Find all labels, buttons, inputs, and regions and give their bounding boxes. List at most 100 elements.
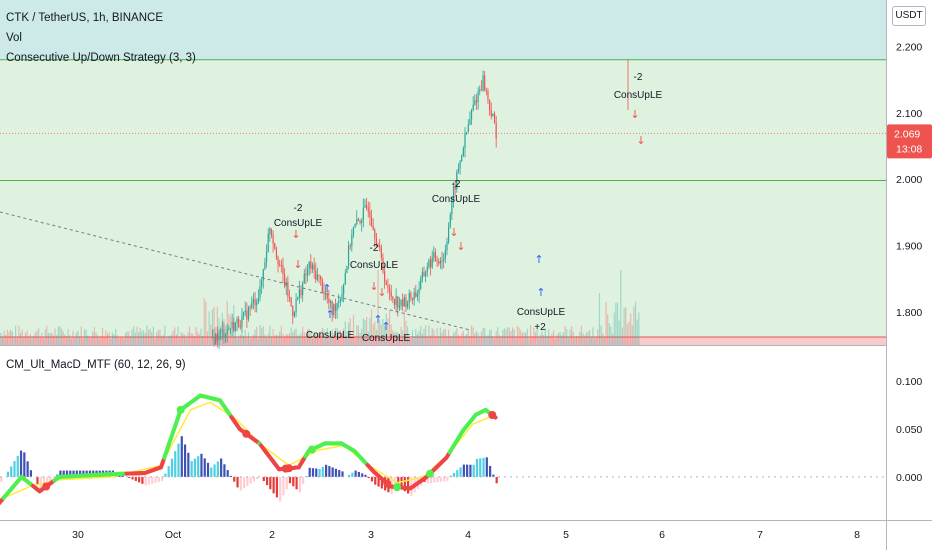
volume-bar bbox=[393, 332, 396, 345]
histogram-bar bbox=[200, 453, 203, 477]
time-tick-label: 8 bbox=[854, 529, 860, 541]
candle bbox=[223, 329, 225, 338]
volume-bar bbox=[70, 338, 72, 345]
volume-bar bbox=[216, 307, 218, 345]
candle bbox=[247, 307, 250, 320]
volume-bar bbox=[157, 329, 159, 345]
symbol-title[interactable]: CTK / TetherUS, 1h, BINANCE bbox=[6, 12, 164, 24]
signal-count-label: -2 bbox=[634, 72, 643, 83]
volume-bar bbox=[206, 331, 209, 345]
volume-bar bbox=[595, 337, 597, 345]
histogram-bar bbox=[236, 476, 239, 488]
histogram-bar bbox=[220, 458, 223, 477]
volume-bar bbox=[320, 331, 322, 345]
volume-bar bbox=[198, 334, 200, 345]
volume-bar bbox=[60, 328, 63, 345]
volume-bar bbox=[567, 338, 569, 345]
histogram-bar bbox=[243, 476, 246, 489]
volume-bar bbox=[480, 331, 482, 345]
volume-bar bbox=[282, 334, 284, 345]
histogram-bar bbox=[364, 474, 367, 477]
histogram-bar bbox=[429, 476, 433, 484]
candle bbox=[218, 332, 220, 341]
candle bbox=[426, 267, 428, 272]
volume-bar bbox=[64, 334, 66, 345]
cross-dot bbox=[393, 483, 402, 492]
volume-bar bbox=[305, 335, 307, 345]
histogram-bar bbox=[56, 474, 59, 477]
volume-bar bbox=[346, 331, 348, 345]
histogram-bar bbox=[141, 476, 144, 484]
volume-bar bbox=[452, 332, 455, 345]
histogram-bar bbox=[187, 452, 190, 477]
volume-bar bbox=[585, 332, 587, 345]
volume-bar bbox=[344, 321, 346, 345]
volume-bar bbox=[380, 324, 382, 345]
volume-bar bbox=[534, 332, 537, 345]
histogram-bar bbox=[0, 476, 3, 483]
sell-arrow-icon: ↓ bbox=[369, 280, 378, 293]
volume-legend[interactable]: Vol bbox=[6, 32, 22, 44]
candle bbox=[246, 310, 248, 320]
volume-bar bbox=[170, 334, 173, 345]
volume-bar bbox=[288, 333, 291, 345]
histogram-bar bbox=[157, 476, 160, 482]
time-tick-label: Oct bbox=[165, 529, 181, 541]
candle bbox=[257, 297, 259, 303]
candle bbox=[459, 160, 461, 169]
histogram-bar bbox=[131, 476, 134, 480]
candle bbox=[302, 282, 304, 296]
volume-bar bbox=[528, 338, 530, 345]
volume-bar bbox=[270, 336, 273, 345]
volume-bar bbox=[602, 332, 604, 345]
candle bbox=[446, 241, 448, 251]
candle bbox=[369, 211, 371, 218]
volume-bar bbox=[274, 335, 276, 345]
candle bbox=[416, 293, 419, 297]
histogram-bar bbox=[308, 467, 311, 477]
time-tick-label: 5 bbox=[563, 529, 569, 541]
candle bbox=[359, 220, 361, 223]
volume-bar bbox=[338, 330, 340, 345]
volume-bar bbox=[347, 322, 350, 345]
histogram-bar bbox=[321, 466, 324, 477]
volume-bar bbox=[343, 328, 345, 345]
volume-bar bbox=[121, 336, 123, 345]
candle bbox=[390, 291, 392, 297]
volume-bar bbox=[477, 332, 479, 345]
volume-bar bbox=[544, 328, 546, 345]
histogram-bar bbox=[482, 457, 485, 477]
time-tick-label: 7 bbox=[757, 529, 763, 541]
volume-bar bbox=[69, 335, 71, 345]
histogram-bar bbox=[256, 476, 259, 480]
histogram-bar bbox=[407, 476, 410, 494]
volume-bar bbox=[44, 329, 46, 345]
volume-bar bbox=[131, 329, 133, 345]
histogram-bar bbox=[59, 470, 62, 477]
volume-bar bbox=[620, 270, 622, 345]
volume-bar bbox=[101, 327, 104, 345]
volume-bar bbox=[425, 325, 427, 345]
histogram-bar bbox=[147, 476, 151, 485]
volume-bar bbox=[34, 332, 36, 345]
price-tick-label: 1.900 bbox=[896, 240, 922, 252]
strategy-legend[interactable]: Consecutive Up/Down Strategy (3, 3) bbox=[6, 52, 196, 64]
candle bbox=[413, 292, 415, 301]
indicator-legend[interactable]: CM_Ult_MacD_MTF (60, 12, 26, 9) bbox=[6, 359, 186, 371]
candle bbox=[234, 322, 236, 331]
candle bbox=[351, 234, 353, 247]
volume-bar bbox=[141, 331, 143, 345]
candle bbox=[313, 264, 315, 271]
volume-bar bbox=[362, 318, 364, 345]
volume-bar bbox=[572, 331, 574, 345]
volume-bar bbox=[479, 336, 481, 345]
volume-bar bbox=[415, 329, 417, 345]
currency-badge[interactable]: USDT bbox=[892, 6, 926, 26]
volume-bar bbox=[226, 300, 228, 345]
histogram-bar bbox=[16, 455, 19, 477]
histogram-bar bbox=[298, 476, 301, 493]
volume-bar bbox=[530, 325, 532, 345]
volume-bar bbox=[470, 325, 473, 345]
histogram-bar bbox=[233, 476, 236, 482]
